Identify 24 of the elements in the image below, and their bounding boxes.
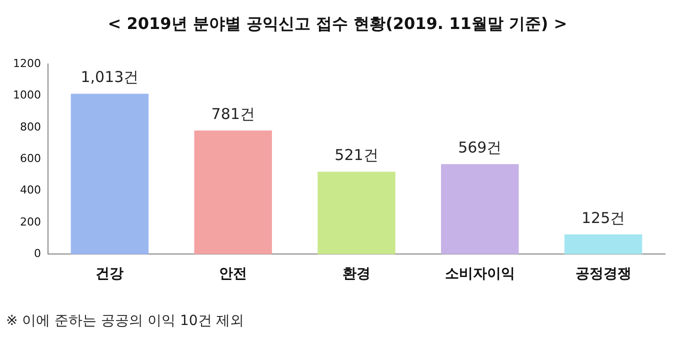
data-label: 1,013건 [80, 68, 139, 86]
bar [441, 164, 519, 254]
x-tick-label: 건강 [96, 266, 124, 282]
y-tick-label: 600 [20, 152, 41, 166]
y-tick-label: 1000 [12, 88, 41, 102]
y-tick-label: 400 [20, 184, 41, 197]
x-tick-label: 공정경쟁 [575, 266, 632, 282]
x-tick-label: 소비자이익 [444, 266, 515, 282]
chart-title: < 2019년 분야별 공익신고 접수 현황(2019. 11월말 기준) > [108, 14, 568, 33]
x-tick-label: 안전 [219, 266, 248, 282]
x-tick-label: 환경 [342, 266, 370, 282]
data-label: 521건 [334, 146, 378, 164]
y-tick-label: 0 [34, 247, 41, 260]
y-tick-label: 1200 [12, 57, 41, 70]
data-label: 781건 [211, 104, 255, 123]
y-tick-label: 800 [20, 120, 41, 134]
bar [564, 234, 642, 254]
data-label: 569건 [458, 138, 502, 156]
bar [70, 94, 149, 254]
bar [318, 172, 396, 254]
text: ※ 이에 준하는 공공의 이익 10건 제외 [5, 312, 246, 330]
bar [194, 130, 272, 254]
y-tick-label: 200 [20, 215, 41, 228]
data-label: 125건 [581, 208, 626, 227]
